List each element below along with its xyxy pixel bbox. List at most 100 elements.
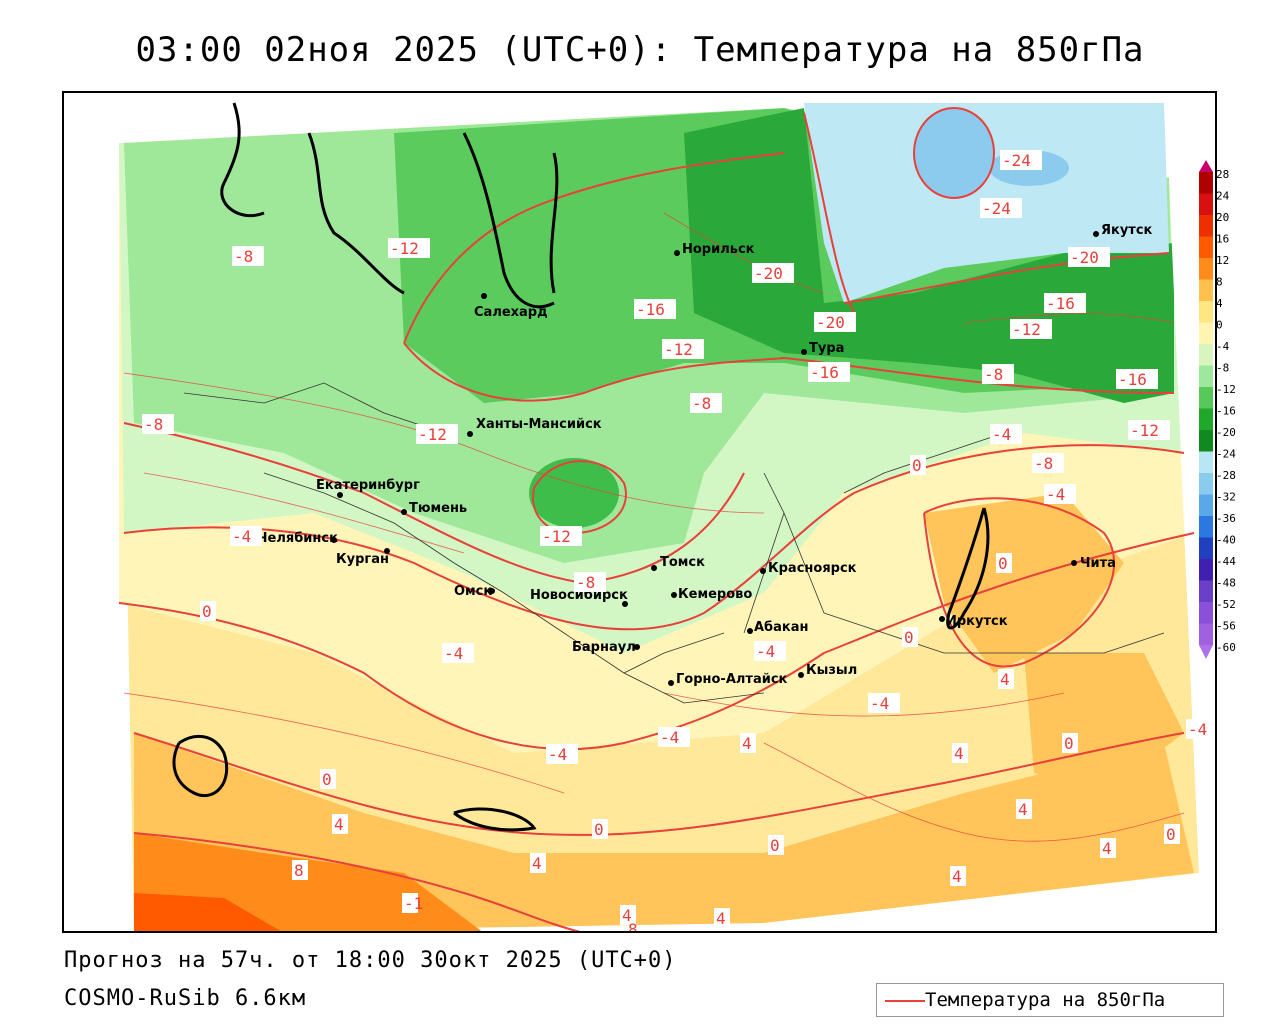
colorbar-level-label: 0	[1216, 319, 1223, 332]
map-frame[interactable]: Норильск Якутск Салехард Тура Ханты-Манс…	[62, 91, 1217, 933]
iso-label: -16	[634, 299, 676, 319]
iso-label: -4	[754, 641, 786, 661]
city-tyumen: Тюмень	[401, 501, 467, 516]
svg-text:-16: -16	[636, 300, 665, 319]
svg-text:8: 8	[294, 861, 304, 880]
iso-label: -12	[1128, 420, 1170, 440]
iso-label: -20	[814, 312, 856, 332]
iso-label: 0	[592, 819, 608, 839]
iso-label: 4	[530, 853, 546, 873]
svg-text:Салехард: Салехард	[474, 305, 548, 320]
colorbar-swatch	[1199, 279, 1213, 301]
colorbar-swatch	[1199, 408, 1213, 430]
iso-label: -4	[868, 693, 900, 713]
svg-text:Тюмень: Тюмень	[409, 501, 467, 516]
city-norilsk: Норильск	[674, 242, 755, 257]
svg-text:-4: -4	[660, 728, 679, 747]
svg-text:-4: -4	[756, 642, 775, 661]
colorbar-swatch	[1199, 172, 1213, 194]
zone-12to16	[134, 893, 281, 931]
iso-label: -24	[1000, 150, 1042, 170]
city-kurgan: Курган	[336, 548, 390, 567]
colorbar: 28 24 20 16 12 8 4 0 -4 -8 -12 -16 -20 -24 -28 -32 -36 -4…	[1199, 160, 1236, 659]
coastline	[549, 152, 559, 294]
city-yekaterinburg: Екатеринбург	[316, 478, 420, 498]
svg-text:0: 0	[202, 602, 212, 621]
colorbar-swatch	[1199, 451, 1213, 473]
coastline	[220, 102, 265, 218]
isotherm-line	[123, 444, 1185, 631]
svg-text:0: 0	[770, 836, 780, 855]
svg-text:4: 4	[716, 909, 726, 928]
iso-label: -12	[416, 424, 458, 444]
temperature-zones	[64, 93, 1215, 931]
colorbar-swatch	[1199, 258, 1213, 280]
zone-m24-pocket	[914, 108, 994, 198]
city-abakan: Абакан	[747, 620, 809, 635]
isotherm-lines	[118, 107, 1195, 931]
colorbar-level-label: 8	[1216, 276, 1223, 289]
colorbar-level-label: -24	[1216, 448, 1236, 461]
svg-text:0: 0	[1166, 825, 1176, 844]
svg-text:0: 0	[912, 456, 922, 475]
coastline	[453, 807, 537, 832]
iso-label: -8	[982, 364, 1014, 384]
svg-text:Омск: Омск	[454, 584, 492, 599]
iso-label: 4	[952, 743, 968, 763]
iso-label: -4	[990, 424, 1022, 444]
iso-label: 4	[332, 814, 348, 834]
colorbar-level-label: -36	[1216, 512, 1236, 525]
svg-text:Кызыл: Кызыл	[806, 663, 857, 678]
svg-text:4: 4	[1000, 670, 1010, 689]
svg-text:Барнаул: Барнаул	[572, 640, 636, 655]
iso-label: -8	[142, 414, 174, 434]
city-yakutsk: Якутск	[1093, 223, 1153, 238]
svg-text:-20: -20	[1070, 248, 1099, 267]
svg-text:-1: -1	[404, 894, 423, 913]
iso-label: -8	[690, 393, 722, 413]
map-title: 03:00 02ноя 2025 (UTC+0): Температура на…	[135, 30, 1145, 70]
outside-domain	[764, 873, 1215, 931]
legend-label: Температура на 850гПа	[925, 989, 1166, 1011]
iso-label: -8	[574, 572, 606, 592]
cities: Норильск Якутск Салехард Тура Ханты-Манс…	[257, 223, 1153, 687]
colorbar-level-label: 4	[1216, 297, 1223, 310]
svg-text:-4: -4	[232, 527, 251, 546]
colorbar-swatch	[1199, 322, 1213, 344]
city-omsk: Омск	[454, 584, 495, 599]
svg-text:Иркутск: Иркутск	[946, 614, 1008, 629]
colorbar-swatch	[1199, 344, 1213, 366]
isotherm-line	[923, 497, 1115, 668]
iso-label: 4	[1016, 799, 1032, 819]
colorbar-swatch	[1199, 537, 1213, 559]
colorbar-level-label: -44	[1216, 555, 1236, 568]
colorbar-swatch	[1199, 215, 1213, 237]
svg-text:-20: -20	[816, 313, 845, 332]
iso-label: 0	[768, 835, 784, 855]
isotherm-line	[913, 107, 995, 199]
svg-text:Ханты-Мансийск: Ханты-Мансийск	[476, 417, 602, 432]
svg-text:-12: -12	[542, 527, 571, 546]
svg-text:Чита: Чита	[1080, 556, 1116, 571]
svg-text:4: 4	[622, 906, 632, 925]
svg-text:Челябинск: Челябинск	[257, 531, 338, 546]
iso-label: 0	[1062, 733, 1078, 753]
city-kemerovo: Кемерово	[671, 587, 752, 602]
city-tura: Тура	[801, 341, 844, 356]
iso-label: -4	[442, 643, 474, 663]
temperature-map: Норильск Якутск Салехард Тура Ханты-Манс…	[64, 93, 1215, 931]
svg-text:-12: -12	[390, 239, 419, 258]
borders	[183, 382, 1165, 704]
svg-text:-8: -8	[144, 415, 163, 434]
isotherm-labels: -24 -24 -20 -20 -20 -16 -16 -16 -16 -12 …	[142, 150, 1215, 931]
iso-label: 4	[620, 905, 636, 925]
city-kyzyl: Кызыл	[798, 663, 857, 678]
svg-text:4: 4	[1018, 800, 1028, 819]
svg-text:Горно-Алтайск: Горно-Алтайск	[676, 672, 788, 687]
svg-text:-4: -4	[548, 745, 567, 764]
iso-label: -4	[658, 727, 690, 747]
colorbar-level-label: -52	[1216, 598, 1236, 611]
svg-text:-20: -20	[754, 264, 783, 283]
svg-text:4: 4	[1102, 839, 1112, 858]
colorbar-swatch	[1199, 301, 1213, 323]
